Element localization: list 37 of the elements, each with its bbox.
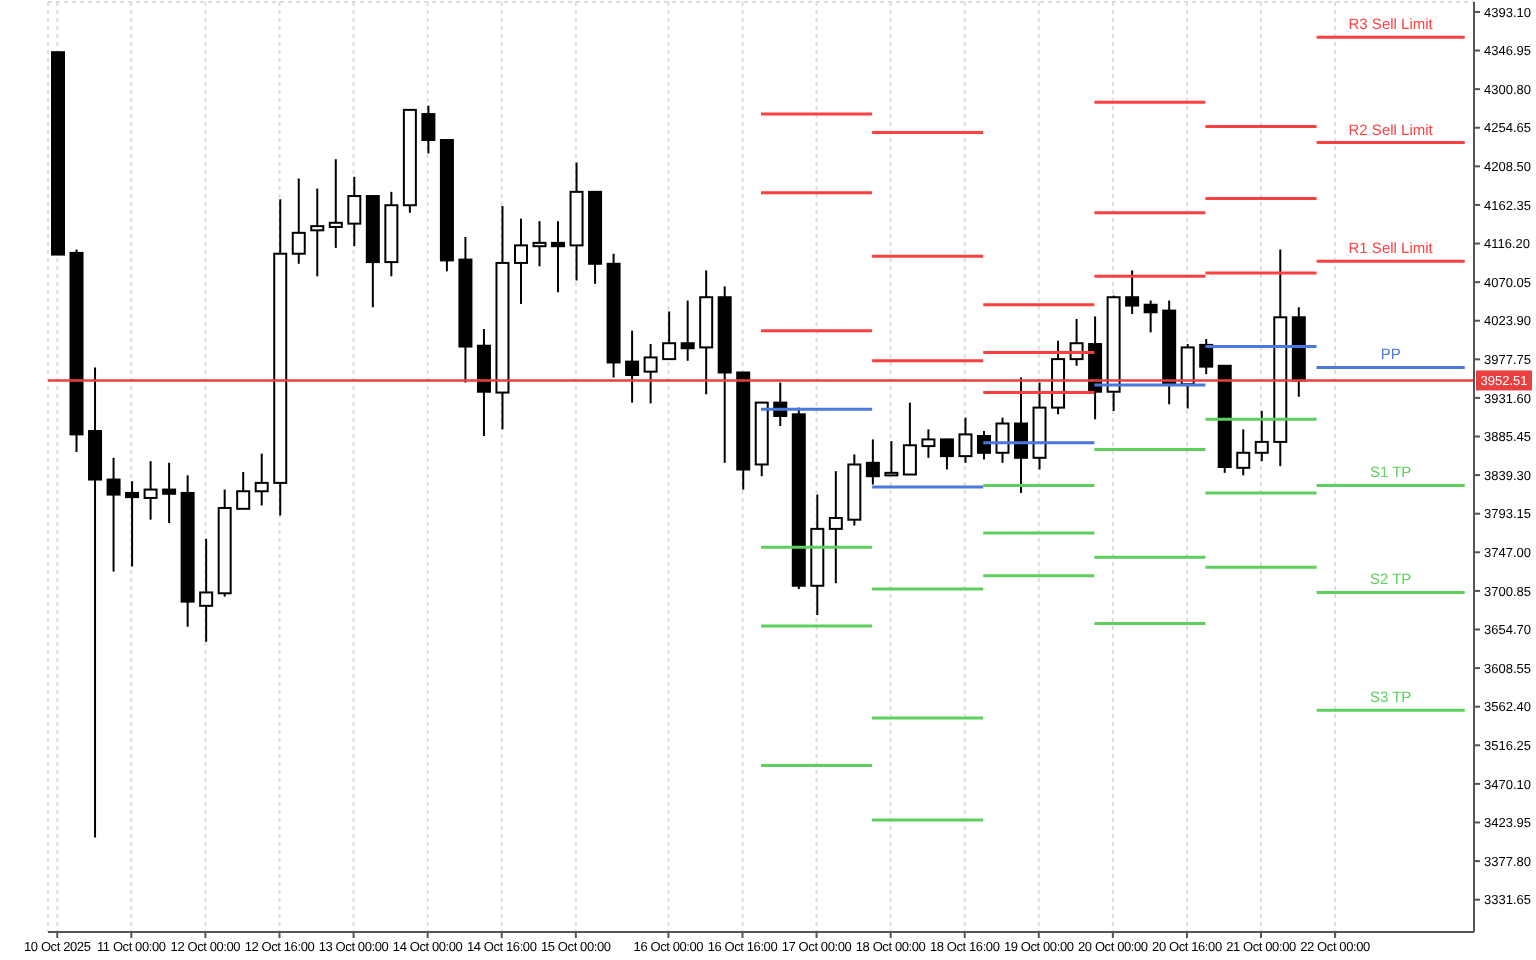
candlestick: [625, 329, 640, 404]
candlestick: [643, 343, 658, 405]
candlestick: [680, 299, 695, 362]
candlestick: [551, 220, 566, 294]
candlestick: [921, 428, 936, 459]
candlestick: [1180, 343, 1195, 410]
candlestick: [476, 328, 491, 438]
candlestick: [513, 217, 528, 305]
candlestick: [421, 104, 436, 155]
candlestick: [143, 460, 158, 521]
candlestick: [828, 470, 843, 585]
candlestick: [328, 158, 343, 249]
candlestick: [254, 452, 269, 507]
candlestick: [1236, 428, 1251, 477]
candlestick: [532, 220, 547, 268]
candlestick: [310, 187, 325, 278]
candlestick: [976, 430, 991, 461]
candlestick: [106, 456, 121, 573]
candlestick: [199, 537, 214, 643]
candlestick: [1014, 376, 1029, 494]
candlestick: [865, 438, 880, 486]
candlestick: [1143, 299, 1158, 334]
candlestick: [902, 401, 917, 476]
candlestick: [1254, 409, 1269, 463]
candlestick: [291, 177, 306, 265]
candlestick: [995, 416, 1010, 464]
candlestick: [1125, 269, 1140, 315]
candlestick: [884, 440, 899, 477]
candlestick: [162, 461, 177, 525]
candlestick: [125, 480, 140, 568]
candlestick: [958, 416, 973, 464]
candlestick: [236, 471, 251, 510]
candlestick: [662, 310, 677, 361]
candlestick: [88, 366, 103, 839]
candlestick: [1199, 338, 1214, 376]
candlestick: [939, 438, 954, 471]
candlestick: [347, 175, 362, 248]
